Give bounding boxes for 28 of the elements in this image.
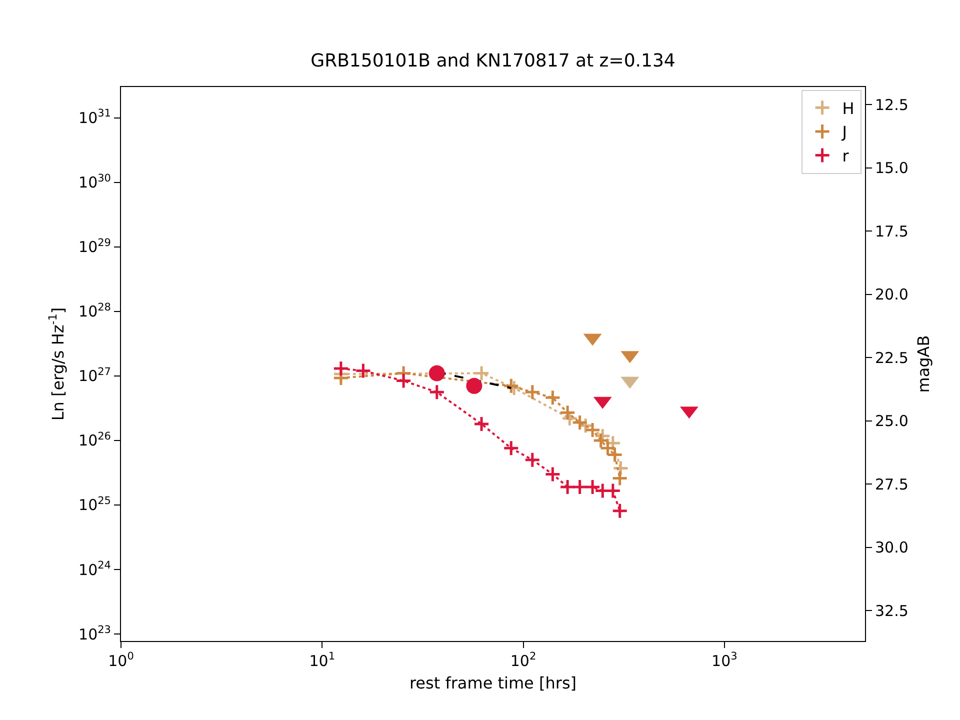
y-tick-label: 10$^{28}$ xyxy=(78,301,111,321)
y-tick-label: 10$^{29}$ xyxy=(78,236,111,256)
x-tick-label: 10$^{2}$ xyxy=(510,650,536,670)
y2-tick-label: 20.0 xyxy=(875,286,908,304)
y2-tick-label: 27.5 xyxy=(875,475,908,494)
y-tick-label: 10$^{25}$ xyxy=(78,494,111,514)
y2-tick-label: 32.5 xyxy=(875,602,908,620)
y-tick-label: 10$^{24}$ xyxy=(78,559,112,579)
y2-tick-label: 25.0 xyxy=(875,412,908,430)
y-tick-label: 10$^{27}$ xyxy=(78,366,111,386)
legend-label: H xyxy=(842,98,854,118)
y2-tick-label: 22.5 xyxy=(875,348,908,367)
y-tick-label: 10$^{30}$ xyxy=(78,172,111,192)
y2-tick-label: 30.0 xyxy=(875,538,908,557)
y-tick-label: 10$^{31}$ xyxy=(78,108,111,128)
legend-label: r xyxy=(842,146,850,166)
x-tick-label: 10$^{3}$ xyxy=(712,650,738,670)
y2-tick-label: 15.0 xyxy=(875,159,908,178)
x-axis-title: rest frame time [hrs] xyxy=(409,674,577,693)
x-tick-label: 10$^{1}$ xyxy=(309,650,336,670)
y2-axis-title: magAB xyxy=(914,335,934,393)
y2-tick-label: 17.5 xyxy=(875,222,908,240)
x-tick-label: 10$^{0}$ xyxy=(108,650,134,670)
y-tick-label: 10$^{23}$ xyxy=(78,624,111,644)
legend-label: J xyxy=(841,122,847,142)
y2-tick-label: 12.5 xyxy=(875,96,908,114)
y-tick-label: 10$^{26}$ xyxy=(78,430,112,450)
chart-title: GRB150101B and KN170817 at z=0.134 xyxy=(310,50,676,72)
